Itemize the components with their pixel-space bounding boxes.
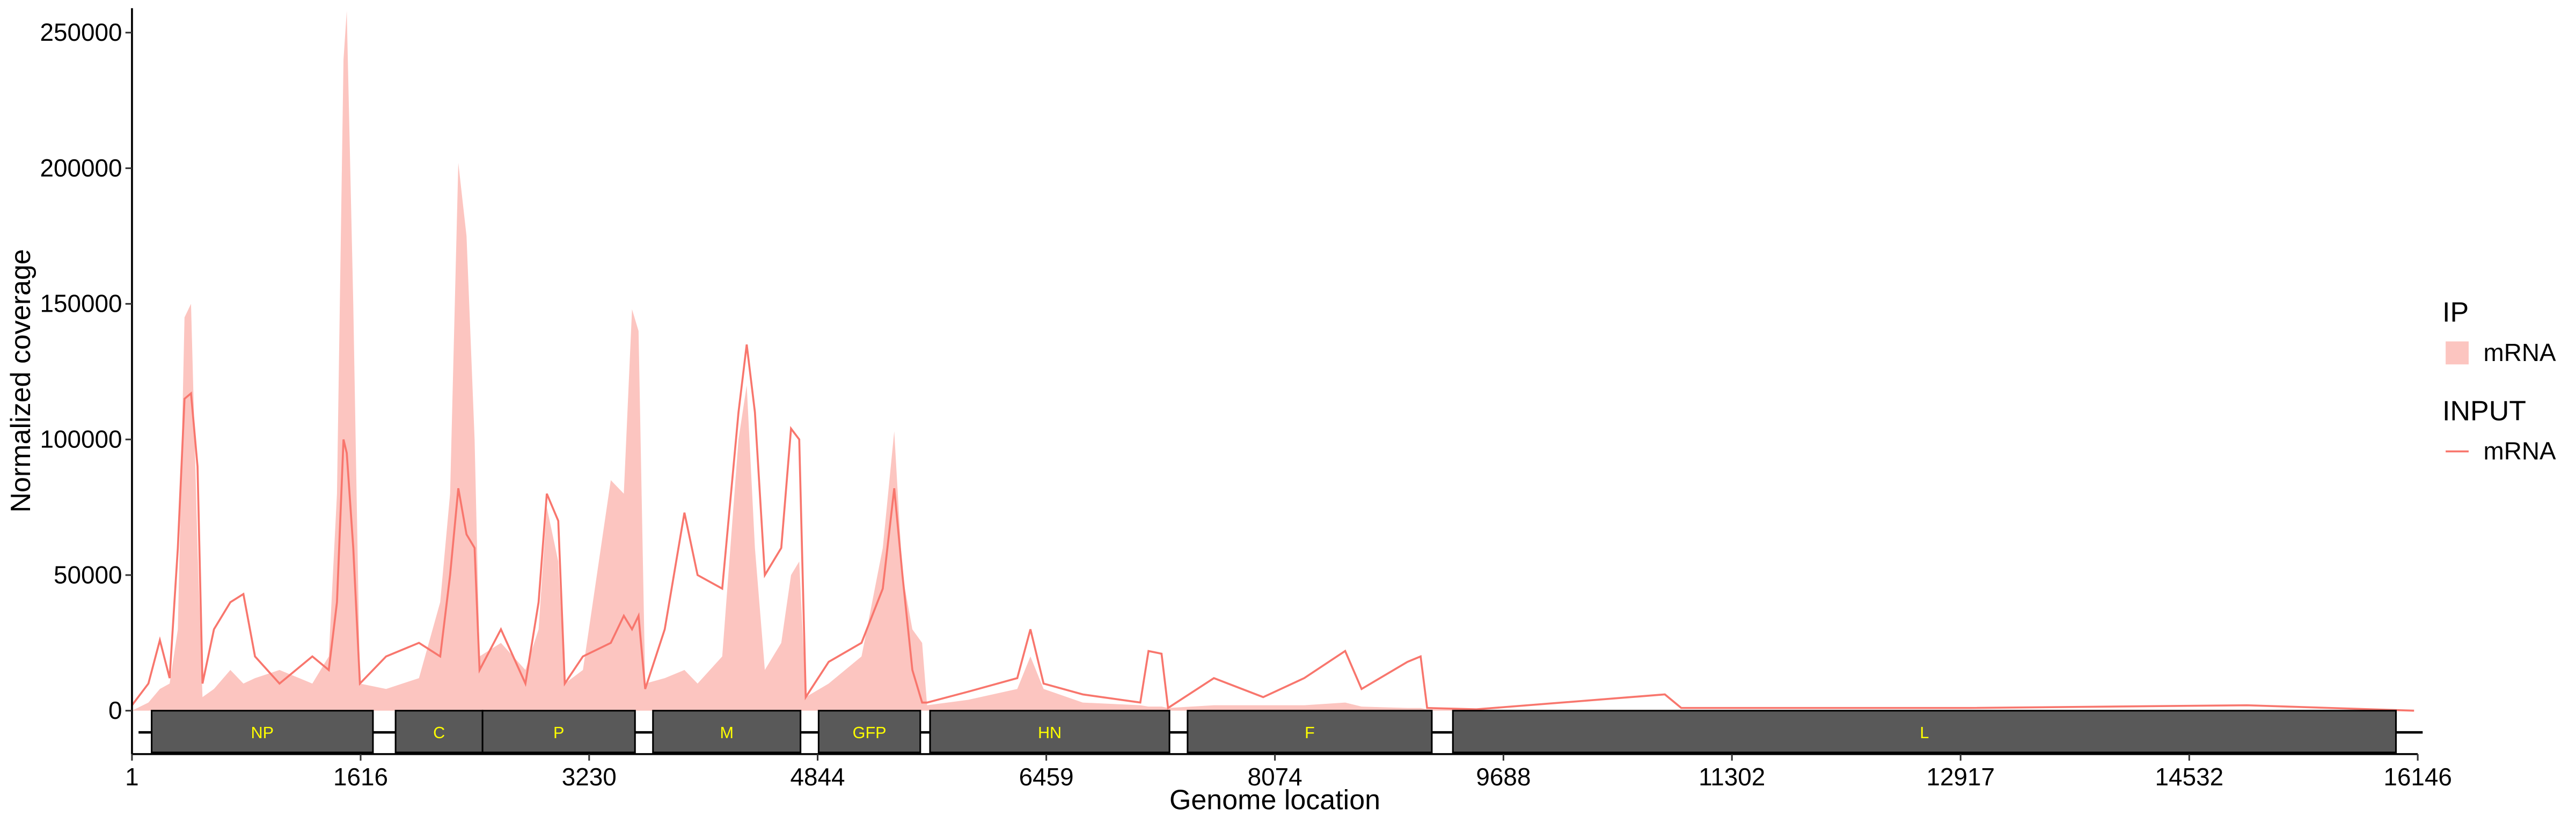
x-axis-title: Genome location — [1169, 784, 1380, 815]
x-tick-label: 12917 — [1926, 763, 1995, 791]
y-axis-title: Normalized coverage — [5, 249, 36, 512]
ip-area — [131, 11, 2414, 711]
gene-box — [817, 710, 921, 754]
gene-box — [1452, 710, 2397, 754]
x-tick-label: 14532 — [2155, 763, 2224, 791]
gene-label: F — [1305, 724, 1315, 742]
legend-title: IP — [2442, 297, 2469, 328]
gene-label: M — [720, 724, 733, 742]
gene-box — [652, 710, 802, 754]
y-tick-label: 0 — [108, 696, 122, 724]
gene-label: GFP — [853, 724, 887, 742]
x-tick-label: 16146 — [2383, 763, 2452, 791]
gene-box — [481, 710, 636, 754]
legend-title: INPUT — [2442, 395, 2526, 426]
gene-label: C — [433, 724, 445, 742]
gene-label: HN — [1038, 724, 1062, 742]
gene-label: L — [1920, 724, 1929, 742]
x-tick-label: 4844 — [791, 763, 845, 791]
y-tick-label: 50000 — [54, 561, 122, 588]
y-tick-label: 150000 — [40, 290, 122, 318]
y-tick-label: 100000 — [40, 425, 122, 453]
x-tick-label: 6459 — [1019, 763, 1074, 791]
y-tick-label: 250000 — [40, 18, 122, 46]
y-tick-label: 200000 — [40, 154, 122, 182]
x-tick-label: 11302 — [1699, 763, 1765, 791]
gene-label: NP — [251, 724, 274, 742]
legend-label: mRNA — [2484, 437, 2556, 465]
gene-label: P — [553, 724, 564, 742]
legend-label: mRNA — [2484, 339, 2556, 366]
x-tick-label: 8074 — [1248, 763, 1302, 791]
gene-box — [929, 710, 1170, 754]
gene-box — [151, 710, 374, 754]
input-line — [131, 344, 2414, 712]
x-tick-label: 1 — [125, 763, 139, 791]
gene-box — [1187, 710, 1433, 754]
legend-key — [2446, 341, 2469, 365]
x-tick-label: 1616 — [333, 763, 388, 791]
x-tick-label: 3230 — [562, 763, 617, 791]
x-tick-label: 9688 — [1476, 763, 1531, 791]
